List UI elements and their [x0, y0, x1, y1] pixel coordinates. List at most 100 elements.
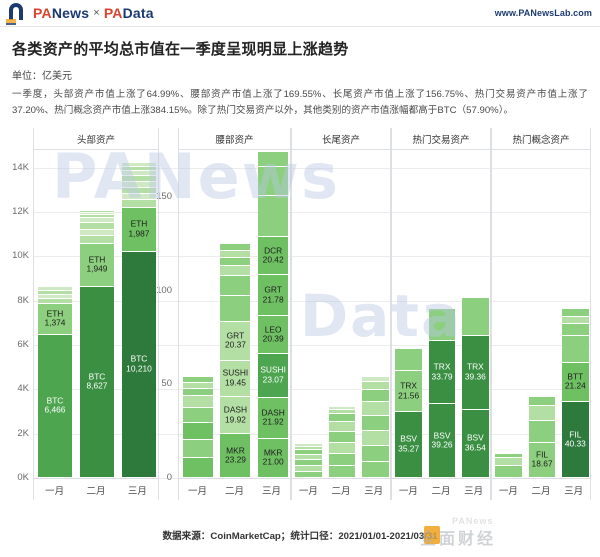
bar-segment[interactable]: ETH 1,949 [80, 243, 114, 287]
bar-segment[interactable] [295, 465, 322, 472]
bar-segment[interactable] [295, 471, 322, 478]
bar-segment[interactable] [528, 397, 556, 407]
bar-segment[interactable]: TRX 39.36 [462, 335, 489, 410]
bar-segment[interactable] [395, 348, 422, 372]
bar-segment[interactable] [562, 336, 589, 363]
bar-segment[interactable] [328, 465, 356, 478]
bar-segment[interactable] [182, 440, 213, 459]
bar-头部资产-三月[interactable]: BTC 10,210 ETH 1,987 [122, 150, 156, 478]
bar-segment[interactable]: MKR 21.00 [258, 438, 289, 478]
bar-segment[interactable]: DASH 21.92 [258, 397, 289, 439]
bar-segment[interactable] [220, 276, 251, 297]
bar-segment[interactable]: BSV 35.27 [395, 411, 422, 478]
bar-segment[interactable] [328, 409, 356, 415]
bar-segment[interactable] [328, 421, 356, 432]
bar-segment[interactable] [122, 171, 156, 177]
bar-segment[interactable] [80, 215, 114, 218]
bar-segment[interactable] [122, 187, 156, 194]
bar-segment[interactable] [362, 431, 389, 447]
bar-segment[interactable] [495, 465, 522, 478]
bar-头部资产-一月[interactable]: BTC 6,466 ETH 1,374 [38, 150, 72, 478]
bar-segment[interactable] [182, 396, 213, 408]
bar-segment[interactable] [328, 431, 356, 443]
bar-segment[interactable] [295, 455, 322, 461]
bar-segment[interactable] [462, 298, 489, 336]
bar-segment[interactable] [220, 296, 251, 323]
bar-segment[interactable] [362, 402, 389, 417]
bar-segment[interactable] [80, 223, 114, 230]
bar-segment[interactable] [182, 458, 213, 478]
bar-热门概念资产-一月[interactable] [495, 150, 522, 478]
bar-segment[interactable] [182, 382, 213, 389]
bar-segment[interactable] [562, 316, 589, 325]
bar-热门交易资产-三月[interactable]: BSV 36.54 TRX 39.36 [462, 150, 489, 478]
bar-segment[interactable] [122, 200, 156, 208]
bar-segment[interactable]: FIL 18.67 [528, 443, 556, 478]
bar-segment[interactable]: DCR 20.42 [258, 237, 289, 276]
bar-segment[interactable]: BSV 39.26 [428, 404, 456, 478]
bar-segment[interactable] [295, 447, 322, 451]
bar-长尾资产-一月[interactable] [295, 150, 322, 478]
bar-segment[interactable] [295, 450, 322, 456]
bar-segment[interactable] [80, 229, 114, 237]
bar-segment[interactable] [295, 460, 322, 466]
bar-头部资产-二月[interactable]: BTC 8,627 ETH 1,949 [80, 150, 114, 478]
bar-segment[interactable] [328, 453, 356, 466]
bar-segment[interactable] [182, 423, 213, 441]
bar-segment[interactable]: BTT 21.24 [562, 362, 589, 403]
bar-segment[interactable] [328, 406, 356, 410]
bar-segment[interactable] [80, 217, 114, 224]
bar-segment[interactable] [122, 181, 156, 188]
bar-segment[interactable] [328, 442, 356, 454]
bar-segment[interactable] [80, 236, 114, 244]
bar-腰部资产-二月[interactable]: MKR 23.29 DASH 19.92 SUSHI 19.45 GRT 20.37 [220, 150, 251, 478]
bar-segment[interactable]: BTC 8,627 [80, 286, 114, 478]
bar-segment[interactable]: BTC 6,466 [38, 334, 72, 478]
bar-segment[interactable]: BTC 10,210 [122, 251, 156, 478]
bar-segment[interactable] [122, 176, 156, 182]
bar-segment[interactable]: TRX 21.56 [395, 371, 422, 412]
bar-segment[interactable] [258, 151, 289, 167]
bar-segment[interactable]: SUSHI 19.45 [220, 360, 251, 397]
bar-segment[interactable]: ETH 1,987 [122, 207, 156, 252]
bar-segment[interactable]: DASH 19.92 [220, 397, 251, 435]
bar-segment[interactable] [495, 458, 522, 466]
bar-segment[interactable] [220, 266, 251, 277]
bar-segment[interactable] [38, 294, 72, 300]
bar-segment[interactable] [182, 376, 213, 383]
bar-热门概念资产-二月[interactable]: FIL 18.67 [528, 150, 556, 478]
bar-长尾资产-三月[interactable] [362, 150, 389, 478]
bar-腰部资产-一月[interactable] [182, 150, 213, 478]
bar-segment[interactable] [362, 461, 389, 478]
bar-segment[interactable] [182, 407, 213, 424]
bar-segment[interactable]: FIL 40.33 [562, 402, 589, 478]
bar-segment[interactable] [220, 250, 251, 258]
bar-segment[interactable]: BSV 36.54 [462, 409, 489, 478]
bar-segment[interactable] [182, 388, 213, 397]
bar-segment[interactable] [562, 324, 589, 337]
bar-segment[interactable]: GRT 20.37 [220, 322, 251, 361]
bar-segment[interactable]: ETH 1,374 [38, 304, 72, 335]
bar-segment[interactable] [122, 193, 156, 201]
bar-segment[interactable] [362, 376, 389, 383]
bar-segment[interactable] [362, 446, 389, 462]
bar-腰部资产-三月[interactable]: MKR 21.00 DASH 21.92 SUSHI 23.07 LEO 20.39 GRT 21… [258, 150, 289, 478]
bar-segment[interactable] [80, 213, 114, 216]
bar-segment[interactable] [220, 257, 251, 267]
bar-segment[interactable] [362, 382, 389, 390]
site-url[interactable]: www.PANewsLab.com [494, 8, 592, 18]
bar-segment[interactable] [295, 444, 322, 448]
bar-热门概念资产-三月[interactable]: FIL 40.33 BTT 21.24 [562, 150, 589, 478]
bar-segment[interactable] [328, 414, 356, 422]
bar-segment[interactable] [528, 420, 556, 443]
bar-segment[interactable]: LEO 20.39 [258, 316, 289, 355]
bar-segment[interactable]: SUSHI 23.07 [258, 354, 289, 398]
bar-segment[interactable] [38, 287, 72, 291]
bar-segment[interactable] [220, 243, 251, 251]
bar-segment[interactable] [528, 406, 556, 421]
bar-segment[interactable] [428, 309, 456, 342]
bar-segment[interactable] [80, 211, 114, 214]
bar-segment[interactable] [258, 166, 289, 196]
bar-segment[interactable] [362, 416, 389, 432]
bar-segment[interactable]: MKR 23.29 [220, 434, 251, 478]
